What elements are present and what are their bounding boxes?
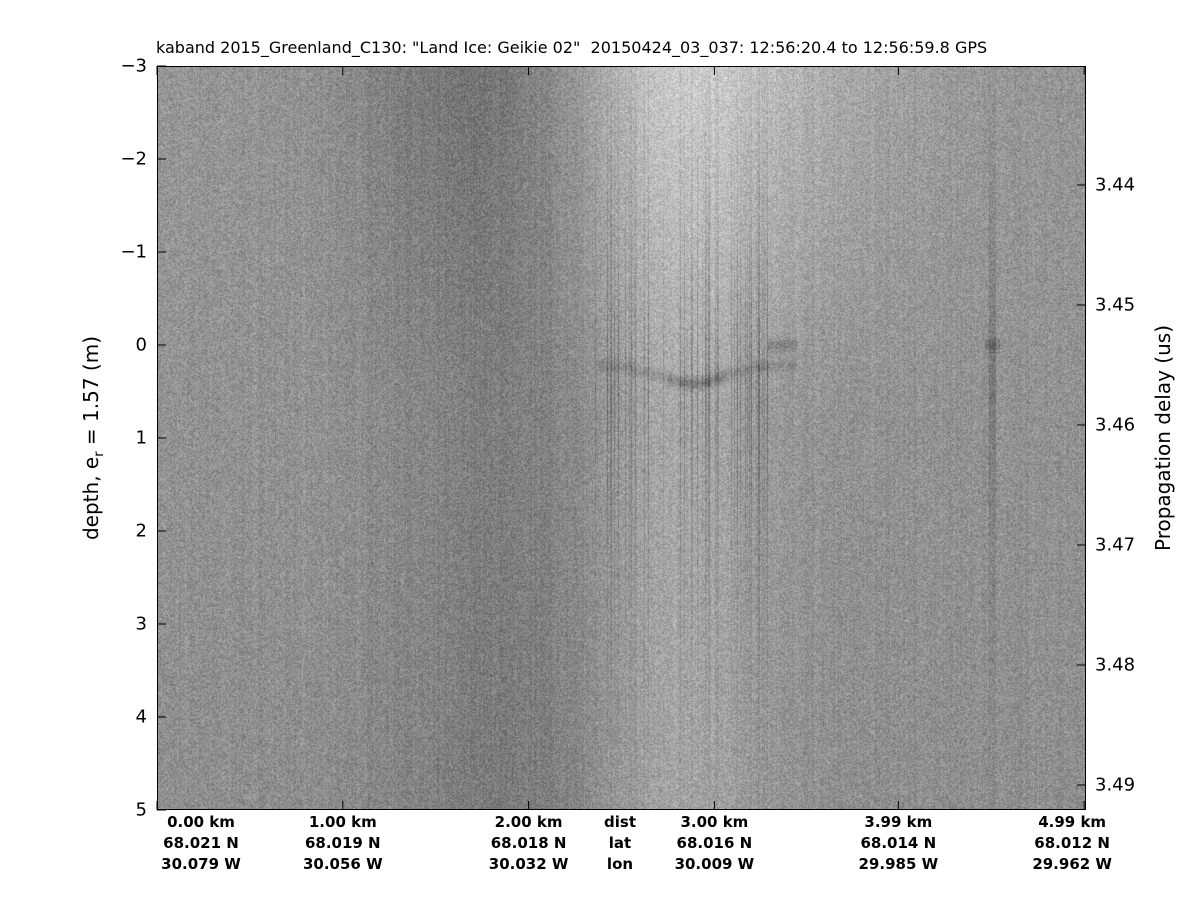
x-tick-label-line: 4.99 km	[1038, 813, 1107, 831]
axes-frame	[156, 65, 1086, 811]
y-tick-label-left: 5	[135, 799, 147, 821]
x-tick-label: 0.00 km 68.021 N 30.079 W	[161, 812, 241, 875]
y-label-sub: r	[92, 451, 107, 457]
y-tick-label-left: −2	[120, 148, 147, 170]
x-tick-label-line: 3.99 km	[864, 813, 933, 831]
y-tick-label-left: 3	[135, 613, 147, 635]
x-row-labels-line: lat	[608, 834, 632, 852]
y-tick-label-right: 3.44	[1095, 174, 1136, 196]
y-axis-label-right: Propagation delay (us)	[1151, 324, 1175, 552]
y-tick-label-right: 3.46	[1095, 414, 1136, 436]
x-tick-label-line: 1.00 km	[308, 813, 377, 831]
y-tick-label-right: 3.47	[1095, 534, 1136, 556]
x-tick-label: 3.99 km 68.014 N 29.985 W	[859, 812, 939, 875]
x-tick-label-line: 30.079 W	[161, 855, 241, 873]
y-tick-label-left: −3	[120, 55, 147, 77]
x-tick-label-line: 29.985 W	[858, 855, 939, 873]
x-tick-label-line: 30.056 W	[302, 855, 383, 873]
x-tick-label: 2.00 km 68.018 N 30.032 W	[489, 812, 569, 875]
x-tick-label-line: 0.00 km	[167, 813, 235, 831]
y-tick-label-left: −1	[120, 241, 147, 263]
y-tick-label-right: 3.49	[1095, 774, 1136, 796]
x-row-labels-line: dist	[604, 813, 636, 831]
x-tick-label-line: 3.00 km	[680, 813, 749, 831]
y-tick-label-left: 1	[135, 427, 147, 449]
x-tick-label: 1.00 km 68.019 N 30.056 W	[303, 812, 383, 875]
y-tick-label-right: 3.45	[1095, 294, 1136, 316]
x-tick-label: 3.00 km 68.016 N 30.009 W	[675, 812, 755, 875]
chart-title: kaband 2015_Greenland_C130: "Land Ice: G…	[156, 38, 988, 57]
x-tick-label-line: 68.016 N	[676, 834, 753, 852]
x-tick-label-line: 30.009 W	[674, 855, 755, 873]
y-label-suffix: = 1.57 (m)	[79, 335, 103, 452]
x-tick-label-line: 68.021 N	[163, 834, 239, 852]
axes-box	[157, 66, 1086, 810]
y-tick-label-left: 2	[135, 520, 147, 542]
y-tick-label-right: 3.48	[1095, 654, 1136, 676]
y-label-prefix: depth, e	[79, 456, 103, 541]
x-tick-label-line: 30.032 W	[488, 855, 569, 873]
x-tick-label-line: 68.012 N	[1034, 834, 1110, 852]
x-tick-label-line: 68.014 N	[860, 834, 937, 852]
y-axis-label-left: depth, er = 1.57 (m)	[79, 336, 107, 540]
x-row-labels-line: lon	[606, 855, 634, 873]
x-tick-label-line: 68.019 N	[304, 834, 381, 852]
x-tick-label-line: 2.00 km	[494, 813, 563, 831]
y-tick-label-left: 4	[135, 706, 147, 728]
plot-area	[156, 65, 1086, 811]
y-tick-label-left: 0	[135, 334, 147, 356]
x-row-labels: dist lat lon	[604, 812, 636, 875]
echogram-image	[157, 66, 1086, 810]
x-tick-label-line: 29.962 W	[1032, 855, 1112, 873]
x-tick-label-line: 68.018 N	[490, 834, 567, 852]
x-tick-label: 4.99 km 68.012 N 29.962 W	[1032, 812, 1112, 875]
